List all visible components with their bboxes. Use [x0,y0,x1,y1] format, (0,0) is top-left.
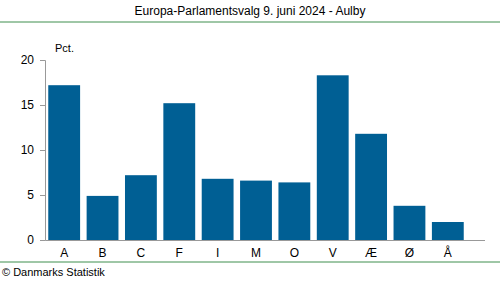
bar [202,179,234,240]
y-axis: 0 5 10 15 20 [21,53,46,247]
x-tick-label: F [176,246,183,260]
footer-rule [0,262,500,263]
x-tick: M [251,240,261,260]
baseline-extension [467,240,485,241]
bar [394,206,426,240]
y-tick: 5 [27,188,45,202]
x-tick-label: Æ [365,246,377,260]
y-tick-label: 15 [21,98,35,112]
x-tick: V [329,240,337,260]
y-tick-mark [40,60,45,61]
x-tick: O [290,240,299,260]
y-tick-mark [40,195,45,196]
title: Europa-Parlamentsvalg 9. juni 2024 - Aul… [135,4,366,18]
chart: Europa-Parlamentsvalg 9. juni 2024 - Aul… [0,0,500,282]
bars [48,75,463,240]
y-tick: 0 [27,233,45,247]
x-axis-line [46,240,468,241]
x-tick: I [216,240,219,260]
header-rule [0,22,500,23]
y-tick-label: 10 [21,143,35,157]
bar [317,75,349,240]
y-axis-line [40,61,46,241]
x-tick: Æ [365,240,377,260]
y-tick-label: 0 [27,233,34,247]
x-tick: Å [444,240,452,260]
bar [163,103,195,240]
y-axis-title: Pct. [55,42,74,54]
y-tick-mark [40,105,45,106]
source: © Danmarks Statistik [2,266,105,278]
x-tick: B [99,240,107,260]
x-tick-label: V [329,246,337,260]
bar [87,196,119,240]
x-tick: C [137,240,146,260]
bar [240,181,272,240]
bar [432,222,464,240]
y-tick: 15 [21,98,45,112]
x-tick-label: Å [444,245,452,260]
y-tick-label: 5 [27,188,34,202]
y-tick-mark [40,150,45,151]
x-tick-label: C [137,246,146,260]
x-tick-label: I [216,246,219,260]
x-axis: ABCFIMOVÆØÅ [46,240,468,260]
x-tick-label: A [60,246,68,260]
y-tick-mark [40,240,45,241]
bar [355,134,387,240]
bar [48,85,80,240]
bar [125,175,157,240]
x-tick-label: O [290,246,299,260]
x-tick-label: B [99,246,107,260]
bar [278,182,310,240]
x-tick: A [60,240,68,260]
y-tick-label: 20 [21,53,35,67]
y-tick: 20 [21,53,45,67]
x-tick: Ø [405,240,414,260]
x-tick-label: Ø [405,246,414,260]
x-tick-label: M [251,246,261,260]
x-tick: F [176,240,183,260]
y-tick: 10 [21,143,45,157]
